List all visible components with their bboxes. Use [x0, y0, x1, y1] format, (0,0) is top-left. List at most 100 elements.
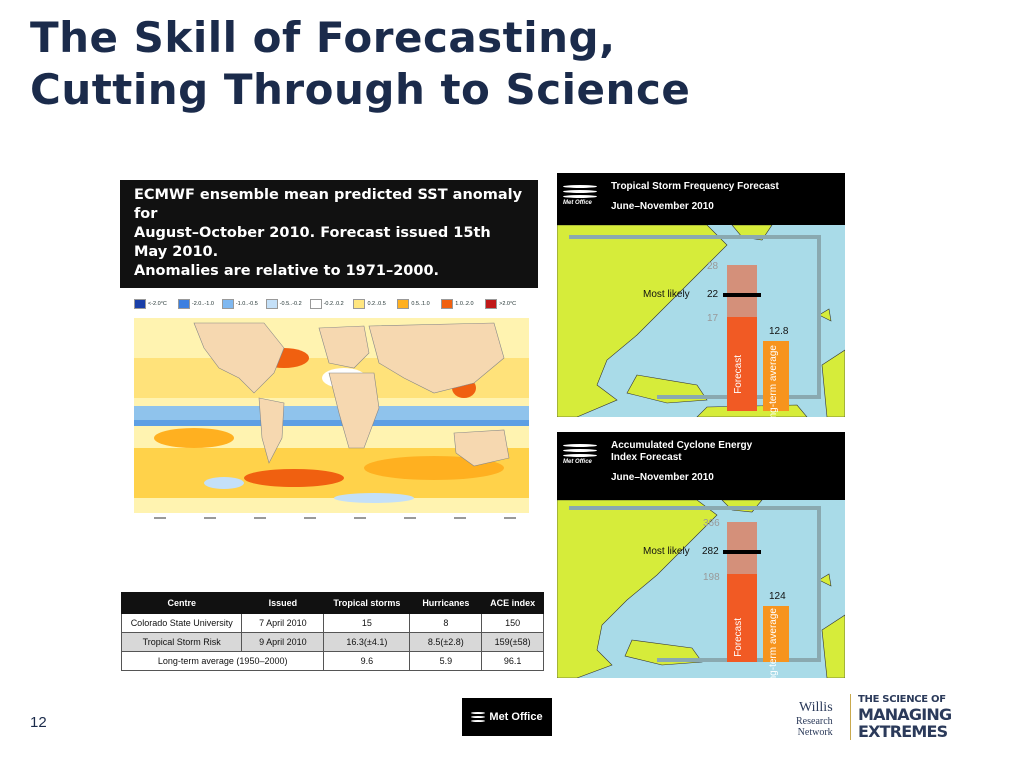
storm-frequency-map: 28 Most likely 22 17 12.8 Forecast Long-… — [556, 224, 846, 430]
storm-frequency-title: Tropical Storm Frequency Forecast June–N… — [611, 181, 779, 213]
storm-period: June–November 2010 — [611, 201, 714, 212]
legend-label: <-2.0°C — [148, 301, 167, 307]
slide-title: The Skill of Forecasting, Cutting Throug… — [30, 12, 930, 116]
table-cell: Long-term average (1950–2000) — [120, 651, 325, 671]
legend-label: -0.5..-0.2 — [279, 301, 302, 307]
met-office-logo: Met Office — [563, 442, 597, 465]
table-cell: 8.5(±2.8) — [409, 632, 483, 652]
legend-label: 0.5..1.0 — [411, 301, 430, 307]
title-line-1: The Skill of Forecasting, — [30, 13, 616, 62]
legend-item: -0.2..0.2 — [309, 298, 354, 310]
legend-swatch — [485, 299, 498, 309]
willis-research-network-logo: Willis Research Network — [796, 700, 833, 738]
table-cell: 16.3(±4.1) — [323, 632, 411, 652]
storm-longterm-label-1: Long-term — [768, 383, 779, 430]
col-header-issued: Issued — [241, 592, 325, 614]
legend-item: >2.0°C — [485, 298, 529, 310]
science-of-managing-extremes-logo: THE SCIENCE OF MANAGING EXTREMES — [858, 694, 952, 741]
legend-item: -0.5..-0.2 — [265, 298, 310, 310]
legend-item: 1.0..2.0 — [441, 298, 485, 310]
managing-text: MANAGING — [858, 705, 952, 724]
legend-item: -2.0..-1.0 — [177, 298, 222, 310]
storm-frequency-panel: Met Office Tropical Storm Frequency Fore… — [556, 173, 846, 430]
sst-header: ECMWF ensemble mean predicted SST anomal… — [120, 180, 538, 309]
table-row: Long-term average (1950–2000) 9.6 5.9 96… — [120, 651, 544, 671]
network-word: Network — [797, 727, 833, 738]
sst-color-legend: <-2.0°C -2.0..-1.0 -1.0..-0.5 -0.5..-0.2 -0.… — [134, 298, 529, 310]
ace-longterm-value: 124 — [769, 591, 786, 602]
table-cell: Colorado State University — [120, 613, 243, 633]
table-cell: 9.6 — [323, 651, 411, 671]
storm-longterm-bar-label: Long-term average — [768, 345, 779, 430]
legend-label: >2.0°C — [499, 301, 517, 307]
col-header-hurricanes: Hurricanes — [409, 592, 483, 614]
storm-lower-bound: 17 — [707, 313, 719, 324]
col-header-tropical-storms: Tropical storms — [323, 592, 411, 614]
legend-item: 0.5..1.0 — [397, 298, 441, 310]
science-of-text: THE SCIENCE OF — [858, 694, 946, 705]
table-cell: 150 — [481, 613, 544, 633]
research-word: Research — [796, 716, 833, 727]
storm-longterm-label-2: average — [768, 345, 779, 382]
legend-swatch — [397, 299, 410, 309]
ace-index-map: 366 Most likely 282 198 124 Forecast Lon… — [556, 499, 846, 693]
extremes-text: EXTREMES — [858, 722, 948, 741]
table-row: Tropical Storm Risk 9 April 2010 16.3(±4… — [120, 632, 544, 652]
ace-most-likely-label: Most likely — [643, 546, 690, 557]
storm-forecast-bar-label: Forecast — [733, 355, 744, 394]
sst-header-line-3: Anomalies are relative to 1971–2000. — [134, 263, 440, 279]
ace-title-line-1: Accumulated Cyclone Energy — [611, 440, 753, 451]
forecast-comparison-table: Centre Issued Tropical storms Hurricanes… — [120, 592, 544, 671]
ace-lower-bound: 198 — [703, 572, 720, 583]
legend-label: -0.2..0.2 — [323, 301, 344, 307]
storm-upper-bound: 28 — [707, 261, 719, 272]
legend-swatch — [309, 299, 322, 309]
ace-title-line-2: Index Forecast — [611, 452, 682, 463]
met-office-logo-text: Met Office — [563, 459, 592, 465]
ace-longterm-bar-label: Long-term average — [768, 608, 779, 693]
legend-item: <-2.0°C — [134, 298, 178, 310]
page-number: 12 — [30, 714, 47, 731]
table-row: Colorado State University 7 April 2010 1… — [120, 613, 544, 633]
legend-label: 0.2..0.5 — [367, 301, 386, 307]
storm-most-likely-label: Most likely — [643, 289, 690, 300]
sst-header-line-2: August–October 2010. Forecast issued 15t… — [134, 225, 491, 260]
ace-index-panel: Met Office Accumulated Cyclone Energy In… — [556, 432, 846, 693]
met-office-badge: Met Office — [462, 698, 552, 736]
ace-longterm-label-1: Long-term — [768, 646, 779, 693]
table-cell: 159(±58) — [481, 632, 544, 652]
sst-anomaly-panel: ECMWF ensemble mean predicted SST anomal… — [120, 180, 538, 542]
ace-longterm-label-2: average — [768, 608, 779, 645]
atlantic-map-ace — [556, 499, 846, 679]
met-office-logo: Met Office — [563, 183, 597, 206]
legend-label: -1.0..-0.5 — [235, 301, 258, 307]
sst-header-line-1: ECMWF ensemble mean predicted SST anomal… — [134, 187, 523, 222]
col-header-centre: Centre — [120, 592, 243, 614]
table-cell: 96.1 — [481, 651, 544, 671]
legend-swatch — [265, 299, 278, 309]
ace-forecast-bar-label: Forecast — [733, 618, 744, 657]
col-header-ace-index: ACE index — [481, 592, 544, 614]
legend-swatch — [441, 299, 454, 309]
legend-swatch — [353, 299, 366, 309]
atlantic-map-storms — [556, 224, 846, 418]
table-cell: 7 April 2010 — [241, 613, 325, 633]
storm-title-text: Tropical Storm Frequency Forecast — [611, 181, 779, 192]
ace-index-title: Accumulated Cyclone Energy Index Forecas… — [611, 440, 752, 484]
storm-most-likely-value: 22 — [707, 289, 719, 300]
legend-item: 0.2..0.5 — [353, 298, 397, 310]
legend-swatch — [221, 299, 234, 309]
sst-map-axis — [154, 517, 516, 519]
logo-divider — [850, 694, 851, 740]
ace-period: June–November 2010 — [611, 472, 714, 483]
willis-word: Willis — [798, 700, 833, 715]
table-header-row: Centre Issued Tropical storms Hurricanes… — [120, 592, 544, 614]
met-office-logo-text: Met Office — [563, 200, 592, 206]
legend-label: 1.0..2.0 — [455, 301, 474, 307]
storm-longterm-value: 12.8 — [769, 326, 789, 337]
table-cell: 15 — [323, 613, 411, 633]
table-cell: 9 April 2010 — [241, 632, 325, 652]
met-office-waves-icon — [471, 710, 486, 724]
table-cell: 5.9 — [409, 651, 483, 671]
legend-swatch — [177, 299, 190, 309]
